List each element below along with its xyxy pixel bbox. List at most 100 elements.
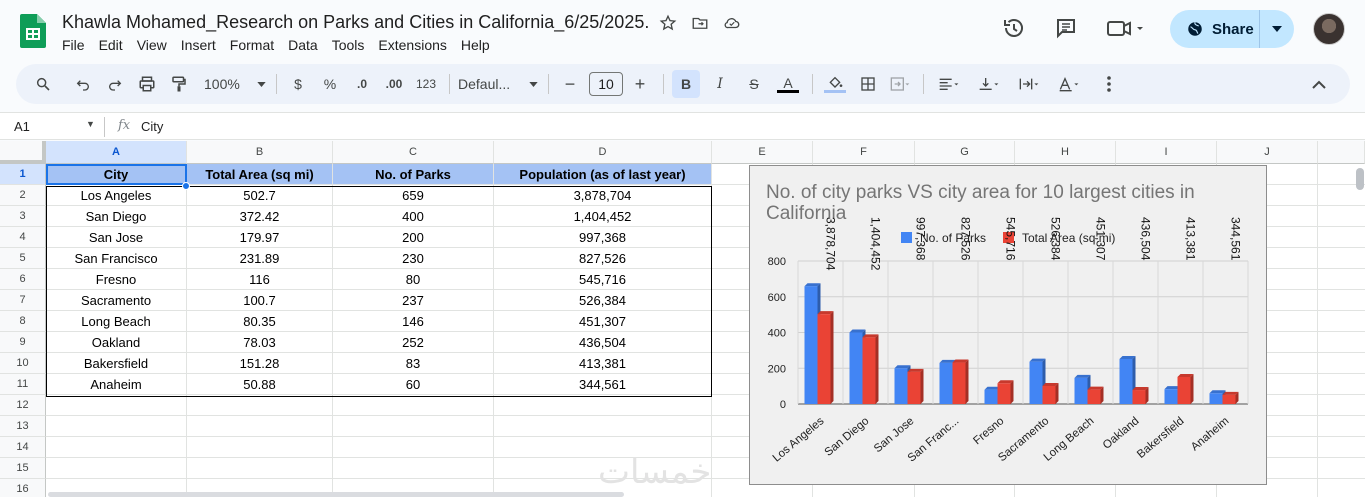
horizontal-align-icon[interactable] bbox=[932, 70, 966, 98]
column-header-e[interactable]: E bbox=[712, 141, 813, 164]
menu-edit[interactable]: Edit bbox=[98, 37, 123, 53]
meet-video-icon[interactable] bbox=[1104, 14, 1148, 42]
menu-help[interactable]: Help bbox=[460, 37, 490, 53]
avatar[interactable] bbox=[1313, 13, 1345, 45]
table-cell[interactable]: 146 bbox=[333, 311, 494, 332]
name-box-caret-icon[interactable]: ▼ bbox=[86, 119, 95, 129]
table-cell[interactable]: 50.88 bbox=[187, 374, 333, 395]
cloud-status-icon[interactable] bbox=[722, 13, 742, 33]
table-cell[interactable]: 3,878,704 bbox=[494, 185, 712, 206]
print-icon[interactable] bbox=[134, 70, 160, 98]
table-cell[interactable]: 100.7 bbox=[187, 290, 333, 311]
header-cell[interactable]: Total Area (sq mi) bbox=[187, 164, 333, 185]
table-cell[interactable]: 252 bbox=[333, 332, 494, 353]
row-header-6[interactable]: 6 bbox=[0, 269, 46, 290]
table-cell[interactable]: 83 bbox=[333, 353, 494, 374]
column-header-extra[interactable] bbox=[1318, 141, 1365, 164]
row-header-10[interactable]: 10 bbox=[0, 353, 46, 374]
column-header-b[interactable]: B bbox=[187, 141, 333, 164]
name-box[interactable]: A1 bbox=[14, 119, 30, 134]
menu-tools[interactable]: Tools bbox=[331, 37, 365, 53]
column-header-a[interactable]: A bbox=[46, 141, 187, 164]
horizontal-scroll-thumb[interactable] bbox=[48, 492, 624, 497]
column-header-g[interactable]: G bbox=[915, 141, 1015, 164]
undo-icon[interactable] bbox=[70, 70, 96, 98]
table-cell[interactable]: 526,384 bbox=[494, 290, 712, 311]
row-header-11[interactable]: 11 bbox=[0, 374, 46, 395]
table-cell[interactable]: San Jose bbox=[46, 227, 187, 248]
table-cell[interactable]: 237 bbox=[333, 290, 494, 311]
row-header-13[interactable]: 13 bbox=[0, 416, 46, 437]
table-cell[interactable]: 451,307 bbox=[494, 311, 712, 332]
table-cell[interactable]: San Diego bbox=[46, 206, 187, 227]
comments-icon[interactable] bbox=[1052, 14, 1080, 42]
table-cell[interactable]: 116 bbox=[187, 269, 333, 290]
table-cell[interactable]: Fresno bbox=[46, 269, 187, 290]
selection-fill-handle[interactable] bbox=[182, 182, 190, 190]
table-cell[interactable]: 344,561 bbox=[494, 374, 712, 395]
percent-format-button[interactable]: % bbox=[323, 76, 337, 92]
row-header-2[interactable]: 2 bbox=[0, 185, 46, 206]
share-button[interactable]: Share bbox=[1170, 10, 1294, 48]
document-title[interactable]: Khawla Mohamed_Research on Parks and Cit… bbox=[62, 12, 650, 32]
zoom-select[interactable]: 100% bbox=[204, 70, 266, 98]
row-header-1[interactable]: 1 bbox=[0, 164, 46, 185]
vertical-scrollbar[interactable] bbox=[1355, 165, 1365, 497]
row-header-12[interactable]: 12 bbox=[0, 395, 46, 416]
table-cell[interactable]: 659 bbox=[333, 185, 494, 206]
table-cell[interactable]: 1,404,452 bbox=[494, 206, 712, 227]
vertical-align-icon[interactable] bbox=[972, 70, 1006, 98]
decrease-font-size-icon[interactable]: − bbox=[564, 73, 576, 94]
strikethrough-button[interactable]: S bbox=[749, 76, 759, 92]
table-cell[interactable]: Anaheim bbox=[46, 374, 187, 395]
table-cell[interactable]: 78.03 bbox=[187, 332, 333, 353]
decrease-decimal-button[interactable]: .0 bbox=[356, 77, 367, 91]
column-header-j[interactable]: J bbox=[1217, 141, 1318, 164]
currency-format-button[interactable]: $ bbox=[294, 76, 302, 92]
table-cell[interactable]: 827,526 bbox=[494, 248, 712, 269]
formula-input[interactable]: City bbox=[141, 119, 164, 134]
font-select[interactable]: Defaul... bbox=[458, 70, 538, 98]
collapse-menus-icon[interactable] bbox=[1306, 70, 1332, 98]
table-cell[interactable]: 60 bbox=[333, 374, 494, 395]
text-color-button[interactable]: A bbox=[774, 70, 802, 98]
redo-icon[interactable] bbox=[102, 70, 128, 98]
column-header-h[interactable]: H bbox=[1015, 141, 1116, 164]
row-header-7[interactable]: 7 bbox=[0, 290, 46, 311]
table-cell[interactable]: Sacramento bbox=[46, 290, 187, 311]
table-cell[interactable]: 545,716 bbox=[494, 269, 712, 290]
table-cell[interactable]: 151.28 bbox=[187, 353, 333, 374]
star-icon[interactable] bbox=[658, 13, 678, 33]
table-cell[interactable]: 80.35 bbox=[187, 311, 333, 332]
table-cell[interactable]: 413,381 bbox=[494, 353, 712, 374]
row-header-8[interactable]: 8 bbox=[0, 311, 46, 332]
table-cell[interactable]: 436,504 bbox=[494, 332, 712, 353]
row-header-4[interactable]: 4 bbox=[0, 227, 46, 248]
vertical-scroll-thumb[interactable] bbox=[1356, 168, 1364, 190]
row-header-9[interactable]: 9 bbox=[0, 332, 46, 353]
increase-decimal-button[interactable]: .00 bbox=[385, 77, 403, 91]
menu-view[interactable]: View bbox=[136, 37, 167, 53]
table-cell[interactable]: 230 bbox=[333, 248, 494, 269]
menu-data[interactable]: Data bbox=[288, 37, 318, 53]
table-cell[interactable]: 502.7 bbox=[187, 185, 333, 206]
bold-button[interactable]: B bbox=[672, 70, 700, 98]
text-wrapping-icon[interactable] bbox=[1012, 70, 1046, 98]
select-all-corner[interactable] bbox=[0, 141, 46, 164]
move-folder-icon[interactable] bbox=[690, 13, 710, 33]
row-header-5[interactable]: 5 bbox=[0, 248, 46, 269]
font-size-input[interactable]: 10 bbox=[589, 72, 623, 96]
column-header-c[interactable]: C bbox=[333, 141, 494, 164]
table-cell[interactable]: 179.97 bbox=[187, 227, 333, 248]
header-cell[interactable]: No. of Parks bbox=[333, 164, 494, 185]
bar-chart[interactable]: No. of city parks VS city area for 10 la… bbox=[749, 165, 1267, 485]
menu-file[interactable]: File bbox=[62, 37, 85, 53]
menu-format[interactable]: Format bbox=[229, 37, 275, 53]
more-options-icon[interactable] bbox=[1096, 70, 1122, 98]
increase-font-size-icon[interactable]: + bbox=[634, 73, 646, 94]
sheets-logo-icon[interactable] bbox=[20, 14, 46, 48]
table-cell[interactable]: 200 bbox=[333, 227, 494, 248]
borders-icon[interactable] bbox=[855, 70, 881, 98]
search-menus-icon[interactable] bbox=[30, 70, 56, 98]
column-header-d[interactable]: D bbox=[494, 141, 712, 164]
